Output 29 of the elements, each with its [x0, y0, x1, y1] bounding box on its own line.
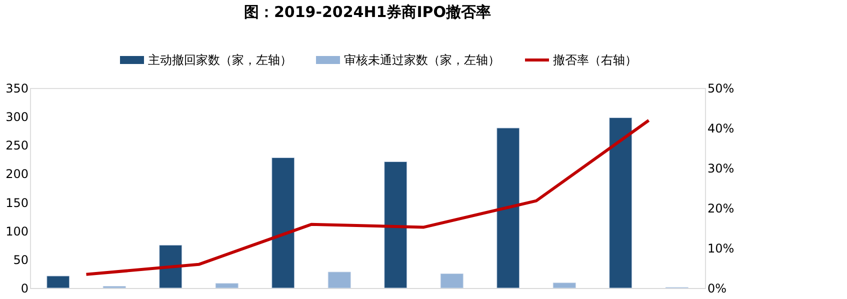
- bar: [328, 272, 351, 288]
- y2-tick-label: 10%: [708, 242, 734, 256]
- legend-label: 主动撤回家数（家，左轴）: [148, 53, 292, 67]
- line-series: [84, 118, 650, 276]
- y2-tick-label: 50%: [708, 82, 734, 96]
- y-tick-label: 50: [13, 252, 28, 267]
- y2-tick-label: 40%: [708, 122, 734, 136]
- legend-label: 撤否率（右轴）: [553, 53, 637, 67]
- y-tick-label: 0: [20, 282, 28, 296]
- y-tick-label: 100: [6, 224, 28, 238]
- bar: [215, 283, 238, 288]
- bar: [384, 161, 408, 288]
- bar: [552, 282, 576, 288]
- y-tick-label: 350: [6, 82, 28, 96]
- bar: [272, 157, 295, 288]
- bar: [159, 244, 182, 288]
- y-tick-label: 150: [6, 196, 28, 210]
- bar: [609, 117, 632, 288]
- legend-label: 审核未通过家数（家，左轴）: [344, 53, 500, 67]
- y2-tick-label: 0%: [708, 282, 727, 296]
- bar: [440, 273, 464, 288]
- y-tick-label: 250: [6, 138, 28, 153]
- y2-tick-label: 20%: [708, 202, 734, 216]
- y-tick-label: 300: [6, 110, 28, 124]
- y2-tick-label: 30%: [708, 162, 734, 176]
- y-tick-label: 200: [6, 167, 28, 182]
- bar: [46, 276, 70, 288]
- chart-title: 图：2019-2024H1券商IPO撤否率: [244, 3, 492, 21]
- bar: [496, 128, 520, 288]
